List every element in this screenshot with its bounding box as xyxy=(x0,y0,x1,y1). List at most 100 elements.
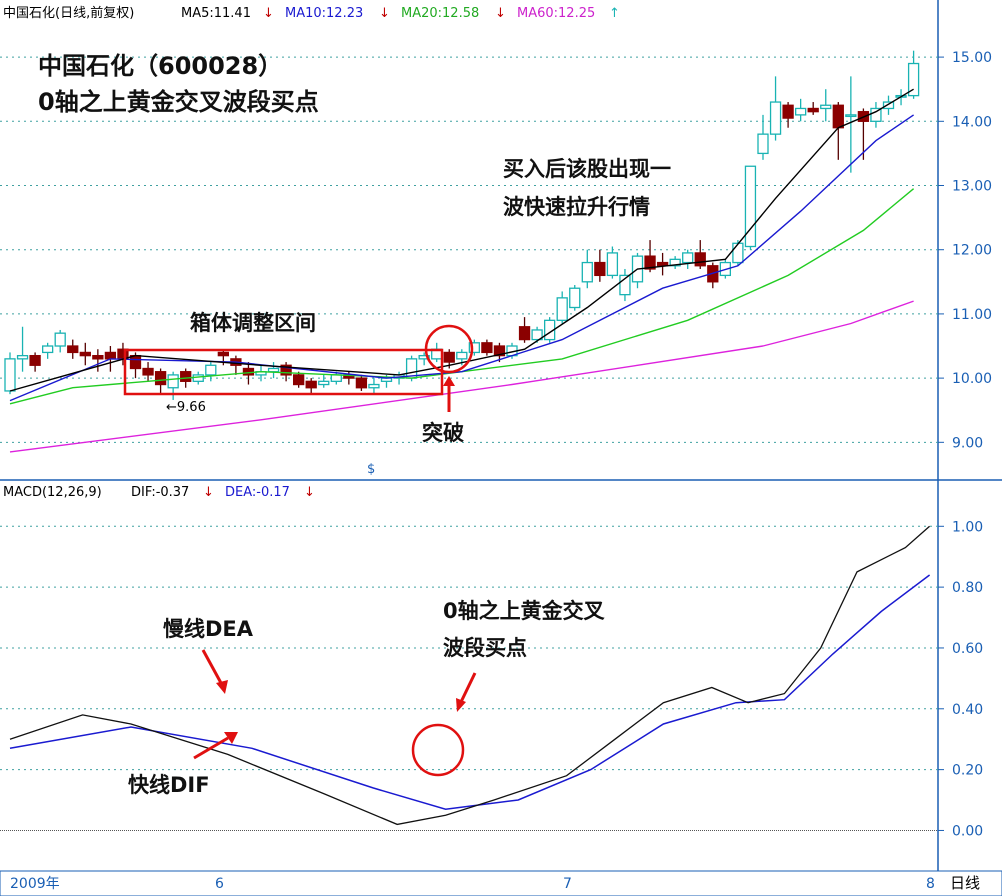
breakout-circle xyxy=(424,324,474,374)
cross-arrow-head xyxy=(456,698,466,712)
month-label-7: 7 xyxy=(563,876,572,892)
ma60-arrow: ↑ xyxy=(609,6,620,21)
dif-arrow: ↓ xyxy=(203,485,214,500)
macd-tick-label: 0.60 xyxy=(952,641,983,657)
candle-body xyxy=(594,261,606,277)
annotation-shapes xyxy=(123,324,474,777)
annotation-dif: 快线DIF xyxy=(128,773,210,797)
candle-body xyxy=(769,101,782,135)
annotation-arrows xyxy=(193,376,477,760)
candle-body xyxy=(581,261,593,283)
dif-arrow-head xyxy=(224,732,238,744)
dea-line xyxy=(9,574,931,810)
candle-body xyxy=(795,107,807,116)
bottom-time-bar: 2009年 6 7 8 日线 xyxy=(0,870,1002,896)
annotation-macd-cross-line2: 波段买点 xyxy=(443,636,527,660)
macd-tick-label: 0.80 xyxy=(952,580,983,596)
candle-body xyxy=(481,342,493,354)
candle-body xyxy=(154,371,167,386)
candle-body xyxy=(807,107,819,113)
dif-arrow xyxy=(193,736,229,760)
candle-body xyxy=(292,374,305,386)
macd-cross-circle xyxy=(411,723,465,777)
month-label-8: 8 xyxy=(926,876,935,892)
price-tick-label: 15.00 xyxy=(952,50,992,66)
candle-body xyxy=(16,354,29,360)
candle-body xyxy=(104,351,117,360)
dollar-marker: $ xyxy=(367,462,375,477)
candle-body xyxy=(42,345,54,354)
low-price-marker: ←9.66 xyxy=(166,400,206,415)
dea-arrow: ↓ xyxy=(304,485,315,500)
candle-body xyxy=(882,101,895,110)
candle-body xyxy=(267,367,280,373)
candle-body xyxy=(907,62,920,97)
ma10-arrow: ↓ xyxy=(379,6,390,21)
ma10-line xyxy=(9,114,914,402)
macd-tick-label: 1.00 xyxy=(952,519,983,535)
annotation-macd-cross-line1: 0轴之上黄金交叉 xyxy=(443,599,606,623)
price-tick-label: 13.00 xyxy=(952,179,992,195)
candle-body xyxy=(832,104,844,129)
candle-body xyxy=(845,114,857,118)
candle-body xyxy=(4,358,16,392)
price-tick-label: 14.00 xyxy=(952,114,992,130)
chart-frames xyxy=(0,0,1002,871)
candle-body xyxy=(518,326,531,341)
annotation-rally-line2: 波快速拉升行情 xyxy=(503,195,650,219)
macd-tick-label: 0.40 xyxy=(952,702,983,718)
candle-body xyxy=(280,364,292,376)
candle-body xyxy=(870,107,882,122)
annotation-dea: 慢线DEA xyxy=(163,617,254,641)
candle-body xyxy=(820,104,832,110)
candle-body xyxy=(129,354,142,370)
candle-body xyxy=(54,332,66,347)
candle-body xyxy=(694,252,706,267)
candle-body xyxy=(318,380,330,386)
candle-body xyxy=(205,364,217,376)
ma5-arrow: ↓ xyxy=(263,6,274,21)
candle-body xyxy=(531,329,543,341)
dif-value: DIF:-0.37 xyxy=(131,485,189,500)
candle-body xyxy=(456,351,468,360)
annotation-title: 中国石化（600028） xyxy=(38,52,282,80)
macd-axis: 0.00 0.20 0.40 0.60 0.80 1.00 xyxy=(938,519,983,839)
price-tick-label: 12.00 xyxy=(952,243,992,259)
candle-body xyxy=(142,367,154,376)
candle-body xyxy=(606,252,619,277)
period-tab-daily[interactable]: 日线 xyxy=(950,874,980,892)
candle-body xyxy=(493,345,506,357)
candle-body xyxy=(782,104,794,119)
moving-average-lines xyxy=(9,88,915,453)
price-tick-label: 9.00 xyxy=(952,435,983,451)
candle-body xyxy=(29,354,41,366)
candle-body xyxy=(92,354,104,360)
candle-body xyxy=(732,242,744,264)
dea-value: DEA:-0.17 xyxy=(225,485,290,500)
ma60-label: MA60:12.25 xyxy=(517,6,595,21)
ma20-line xyxy=(9,188,915,405)
ma20-label: MA20:12.58 xyxy=(401,6,479,21)
candle-body xyxy=(167,374,179,389)
candle-body xyxy=(468,342,481,354)
candle-body xyxy=(682,252,694,264)
candle-body xyxy=(242,367,255,376)
dea-arrow-head xyxy=(216,680,228,694)
macd-title: MACD(12,26,9) xyxy=(3,485,102,500)
candle-body xyxy=(757,133,769,155)
candle-body xyxy=(644,255,656,270)
candle-body xyxy=(443,351,455,363)
candle-body xyxy=(79,351,91,357)
ma60-line xyxy=(9,300,914,453)
candle-body xyxy=(355,377,368,389)
candle-body xyxy=(192,374,204,382)
candle-body xyxy=(368,383,380,389)
candlesticks xyxy=(4,50,920,400)
annotation-rally-line1: 买入后该股出现一 xyxy=(503,157,671,181)
candle-body xyxy=(67,345,79,354)
dea-arrow xyxy=(201,649,223,684)
macd-tick-label: 0.20 xyxy=(952,763,983,779)
cross-arrow xyxy=(459,672,477,703)
ma5-line xyxy=(9,88,914,392)
annotation-breakout: 突破 xyxy=(422,421,464,445)
